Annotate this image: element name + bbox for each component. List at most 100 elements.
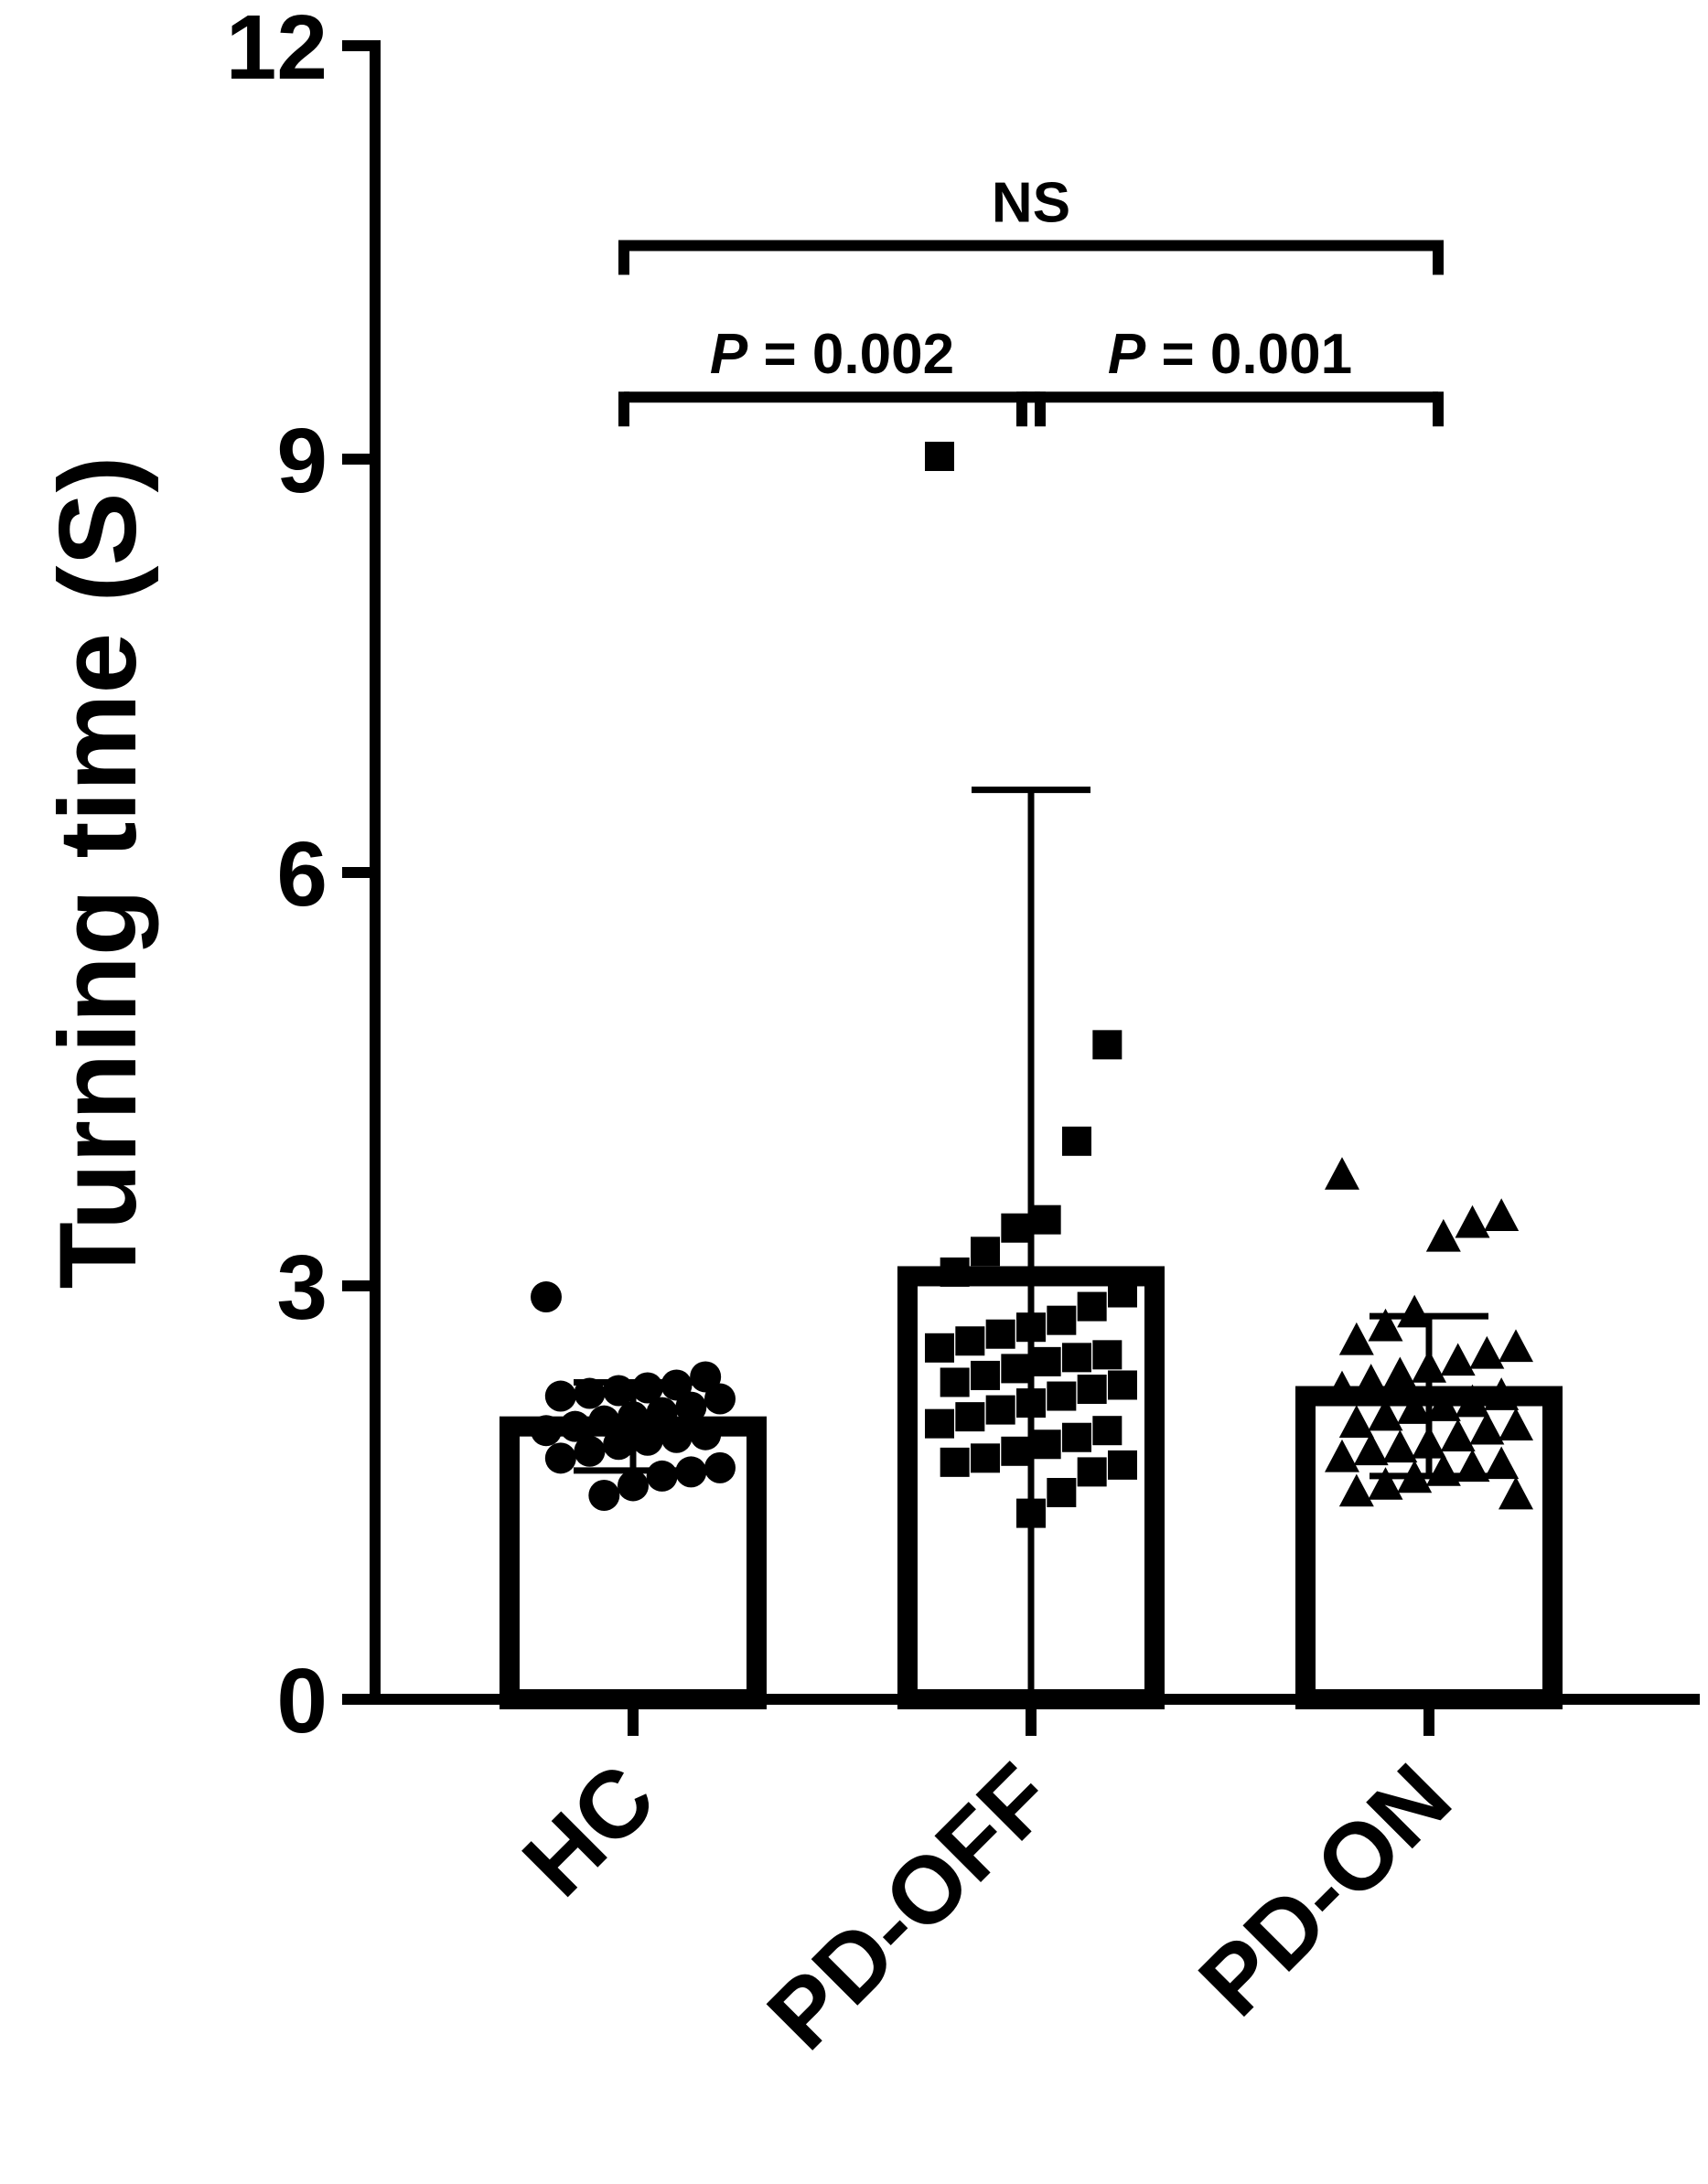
point-pd-off bbox=[1108, 1278, 1137, 1308]
point-pd-on bbox=[1499, 1408, 1533, 1440]
point-hc bbox=[675, 1391, 707, 1423]
y-tick-label-0: 0 bbox=[276, 1650, 328, 1752]
y-tick-label-12: 12 bbox=[226, 0, 328, 99]
point-pd-on bbox=[1499, 1329, 1533, 1363]
point-pd-on bbox=[1484, 1377, 1520, 1410]
category-label-hc: HC bbox=[503, 1744, 675, 1916]
point-pd-off bbox=[1092, 1030, 1123, 1060]
point-hc bbox=[544, 1380, 576, 1412]
point-pd-on bbox=[1469, 1411, 1505, 1445]
point-hc bbox=[588, 1480, 620, 1512]
y-axis-title-group: Turning time (S) bbox=[37, 455, 159, 1289]
point-pd-on bbox=[1484, 1446, 1520, 1480]
point-pd-off bbox=[985, 1319, 1015, 1349]
point-hc bbox=[574, 1435, 606, 1467]
significance-label-value-0: NS bbox=[992, 171, 1070, 234]
point-pd-off bbox=[1031, 1204, 1061, 1235]
point-pd-off bbox=[971, 1237, 1000, 1267]
point-pd-off bbox=[1001, 1436, 1031, 1466]
y-axis-title: Turning time (S) bbox=[37, 455, 159, 1289]
point-hc bbox=[544, 1442, 576, 1474]
point-pd-on bbox=[1455, 1384, 1490, 1418]
point-pd-off bbox=[1108, 1450, 1137, 1480]
point-pd-off bbox=[1062, 1126, 1091, 1156]
point-pd-off bbox=[925, 1408, 954, 1439]
point-pd-on bbox=[1425, 1388, 1461, 1421]
category-labels: HC PD-OFF PD-ON bbox=[503, 1744, 1471, 2070]
point-hc bbox=[646, 1397, 678, 1429]
point-hc bbox=[559, 1410, 591, 1442]
point-pd-off bbox=[955, 1326, 985, 1356]
point-hc bbox=[661, 1421, 693, 1453]
category-label-pd-off: PD-OFF bbox=[748, 1744, 1074, 2070]
point-pd-on bbox=[1368, 1308, 1403, 1342]
point-pd-off bbox=[1062, 1343, 1091, 1373]
significance-label-p-2: P bbox=[1108, 323, 1146, 386]
point-hc bbox=[690, 1419, 722, 1451]
point-pd-off bbox=[985, 1395, 1015, 1425]
point-pd-off bbox=[1077, 1291, 1107, 1322]
point-pd-off bbox=[1108, 1370, 1137, 1400]
point-hc bbox=[646, 1460, 678, 1492]
point-hc bbox=[574, 1377, 606, 1409]
point-pd-on bbox=[1353, 1364, 1389, 1397]
point-pd-on bbox=[1325, 1439, 1359, 1472]
point-pd-off bbox=[971, 1443, 1000, 1473]
point-pd-on bbox=[1440, 1343, 1476, 1376]
point-pd-on bbox=[1425, 1218, 1461, 1252]
point-pd-on bbox=[1338, 1322, 1374, 1355]
point-pd-on bbox=[1397, 1391, 1433, 1424]
point-pd-on bbox=[1469, 1335, 1505, 1369]
point-pd-off bbox=[971, 1360, 1000, 1390]
significance-label-value-1: = 0.002 bbox=[747, 323, 954, 386]
error-bars bbox=[574, 787, 1488, 1699]
error-bar-pd-off bbox=[972, 787, 1090, 1699]
point-pd-off bbox=[940, 1367, 970, 1397]
significance-label-p-1: P bbox=[710, 323, 748, 386]
y-tick-label-9: 9 bbox=[276, 410, 328, 512]
point-pd-off bbox=[925, 441, 954, 471]
point-pd-on bbox=[1338, 1405, 1374, 1438]
point-pd-off bbox=[1077, 1457, 1107, 1487]
point-pd-on bbox=[1499, 1476, 1533, 1510]
point-pd-on bbox=[1353, 1432, 1389, 1466]
point-pd-on bbox=[1338, 1473, 1374, 1507]
point-pd-off bbox=[1047, 1305, 1077, 1335]
point-pd-off bbox=[1047, 1478, 1077, 1507]
point-pd-off bbox=[925, 1333, 954, 1363]
point-pd-on bbox=[1368, 1397, 1403, 1431]
y-tick-label-3: 3 bbox=[276, 1237, 328, 1339]
category-label-pd-on: PD-ON bbox=[1179, 1744, 1471, 2036]
y-tick-label-6: 6 bbox=[276, 823, 328, 926]
point-pd-on bbox=[1325, 1370, 1359, 1404]
point-hc bbox=[690, 1361, 722, 1393]
point-pd-on bbox=[1382, 1356, 1418, 1390]
error-bar-hc bbox=[574, 1378, 693, 1474]
point-hc bbox=[531, 1281, 562, 1313]
significance-label-value-2: = 0.001 bbox=[1145, 323, 1352, 386]
point-pd-off bbox=[1031, 1429, 1061, 1460]
point-pd-off bbox=[955, 1402, 985, 1432]
point-pd-on bbox=[1368, 1467, 1403, 1500]
tick-labels: 0 3 6 9 12 bbox=[226, 0, 328, 1752]
point-hc bbox=[531, 1415, 562, 1447]
significance-bracket-1: P = 0.002 bbox=[618, 323, 1046, 427]
point-hc bbox=[588, 1405, 620, 1437]
point-pd-on bbox=[1440, 1419, 1476, 1452]
significance-label-0: NS bbox=[992, 171, 1070, 234]
point-pd-off bbox=[1001, 1213, 1031, 1243]
point-hc bbox=[704, 1383, 736, 1415]
point-pd-off bbox=[1077, 1375, 1107, 1404]
significance-label-2: P = 0.001 bbox=[1108, 323, 1352, 386]
point-hc bbox=[631, 1424, 663, 1456]
point-pd-off bbox=[940, 1447, 970, 1477]
point-pd-off bbox=[940, 1257, 970, 1287]
significance-label-1: P = 0.002 bbox=[710, 323, 954, 386]
significance-bracket-0: NS bbox=[618, 171, 1444, 275]
point-pd-on bbox=[1455, 1204, 1490, 1238]
point-pd-on bbox=[1382, 1429, 1418, 1463]
point-hc bbox=[704, 1451, 736, 1483]
point-pd-on bbox=[1484, 1198, 1520, 1231]
point-pd-off bbox=[1031, 1346, 1061, 1376]
significance-bracket-2: P = 0.001 bbox=[1016, 323, 1444, 427]
